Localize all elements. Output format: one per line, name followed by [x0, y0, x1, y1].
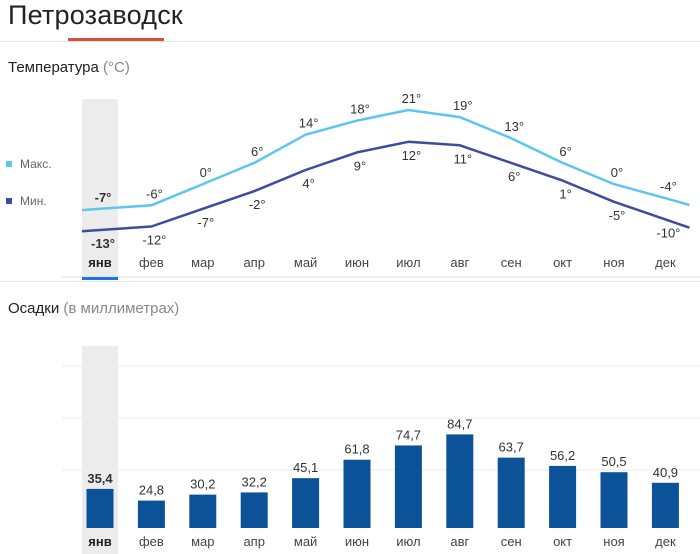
- precip-value-label: 50,5: [601, 454, 626, 469]
- month-tab-10[interactable]: окт: [553, 255, 572, 270]
- precip-value-label: 74,7: [396, 427, 421, 442]
- precip-month-label: май: [294, 534, 317, 549]
- min-temp-label: -10°: [656, 225, 680, 240]
- legend-max: Макс.: [6, 157, 52, 171]
- precip-bar: [549, 465, 577, 528]
- precip-month-label: июл: [396, 534, 420, 549]
- precip-value-label: 24,8: [139, 483, 164, 498]
- precip-bar: [86, 488, 114, 528]
- precip-month-label: июн: [345, 534, 369, 549]
- section-divider: [0, 281, 700, 282]
- precip-month-label: фев: [139, 534, 164, 549]
- month-tab-9[interactable]: сен: [501, 255, 522, 270]
- month-tab-11[interactable]: ноя: [603, 255, 624, 270]
- month-tab-8[interactable]: авг: [450, 255, 469, 270]
- precipitation-title: Осадки: [8, 300, 60, 317]
- precip-value-label: 40,9: [653, 465, 678, 480]
- max-temp-label: -6°: [146, 186, 163, 201]
- min-temp-label: 12°: [402, 148, 422, 163]
- max-temp-label: 21°: [402, 91, 422, 106]
- max-temp-label: -4°: [660, 179, 677, 194]
- month-tab-2[interactable]: фев: [139, 255, 164, 270]
- max-temp-label: 14°: [299, 116, 319, 131]
- precip-bar: [651, 482, 679, 528]
- precip-month-label: сен: [501, 534, 522, 549]
- max-temp-label: 6°: [251, 144, 263, 159]
- precip-bar: [497, 457, 525, 528]
- precip-value-label: 56,2: [550, 448, 575, 463]
- min-temp-label: -12°: [142, 232, 166, 247]
- max-temp-label: 18°: [350, 102, 370, 117]
- min-temp-label: 1°: [559, 187, 571, 202]
- precip-month-label: авг: [450, 534, 469, 549]
- month-tab-5[interactable]: май: [294, 255, 317, 270]
- min-temp-label: 6°: [508, 169, 520, 184]
- precip-bar: [446, 434, 474, 528]
- min-temp-label: -7°: [197, 215, 214, 230]
- precip-month-label: дек: [655, 534, 676, 549]
- max-temperature-line: [81, 108, 690, 212]
- precip-bar: [343, 459, 371, 528]
- max-temp-label: 19°: [453, 98, 473, 113]
- min-temp-label: -2°: [249, 197, 266, 212]
- max-temp-label: 13°: [504, 119, 524, 134]
- precip-bar: [189, 494, 217, 528]
- min-temp-label: 9°: [354, 158, 366, 173]
- title-underline: [68, 38, 164, 41]
- month-tab-1[interactable]: янв: [88, 255, 111, 270]
- precip-value-label: 61,8: [344, 442, 369, 457]
- month-tab-7[interactable]: июл: [396, 255, 420, 270]
- max-temp-label: -7°: [95, 190, 112, 205]
- selected-month-indicator: [82, 277, 118, 280]
- precip-month-label: апр: [243, 534, 265, 549]
- month-tab-6[interactable]: июн: [345, 255, 369, 270]
- min-temperature-line: [81, 140, 690, 233]
- city-title: Петрозаводск: [8, 0, 183, 30]
- precip-bar: [394, 445, 422, 528]
- precip-month-label: янв: [88, 534, 111, 549]
- precip-value-label: 84,7: [447, 416, 472, 431]
- precip-value-label: 35,4: [87, 471, 113, 486]
- precip-month-label: мар: [191, 534, 214, 549]
- precip-value-label: 32,2: [242, 474, 267, 489]
- month-tab-12[interactable]: дек: [655, 255, 676, 270]
- precip-month-label: окт: [553, 534, 572, 549]
- max-temp-label: 6°: [559, 144, 571, 159]
- precip-bar: [292, 478, 320, 528]
- max-temp-label: 0°: [200, 165, 212, 180]
- month-tab-4[interactable]: апр: [243, 255, 265, 270]
- precip-bar: [240, 492, 268, 528]
- precipitation-unit: (в миллиметрах): [63, 300, 180, 317]
- legend-min-label: Мин.: [20, 194, 47, 208]
- legend-min: Мин.: [6, 194, 47, 208]
- max-temp-label: 0°: [611, 165, 623, 180]
- precipitation-section-title: Осадки (в миллиметрах): [8, 300, 179, 317]
- precip-bar: [600, 472, 628, 528]
- legend-max-label: Макс.: [20, 157, 52, 171]
- legend-max-swatch: [6, 161, 12, 167]
- month-tab-3[interactable]: мар: [191, 255, 214, 270]
- temperature-section-title: Температура (°C): [8, 59, 130, 76]
- legend-min-swatch: [6, 198, 12, 204]
- min-temp-label: -13°: [91, 236, 115, 251]
- temperature-title: Температура: [8, 59, 99, 76]
- precip-value-label: 30,2: [190, 477, 215, 492]
- min-temp-label: 4°: [302, 176, 314, 191]
- top-divider: [0, 41, 700, 42]
- min-temp-label: -5°: [609, 208, 626, 223]
- min-temp-label: 11°: [453, 151, 472, 166]
- precip-value-label: 45,1: [293, 460, 318, 475]
- precip-month-label: ноя: [603, 534, 624, 549]
- temperature-unit: (°C): [103, 59, 130, 76]
- precip-bar: [137, 500, 165, 528]
- precip-value-label: 63,7: [499, 440, 524, 455]
- selected-column-highlight-temp: [82, 99, 118, 280]
